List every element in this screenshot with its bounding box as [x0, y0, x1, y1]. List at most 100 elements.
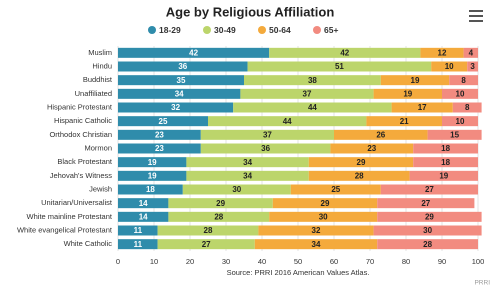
legend-swatch	[313, 26, 321, 34]
bar-segment	[118, 239, 158, 250]
data-label: 26	[376, 130, 385, 139]
x-tick-label: 10	[150, 257, 158, 266]
x-tick-label: 50	[294, 257, 302, 266]
data-label: 3	[470, 62, 475, 71]
bar-segment	[334, 129, 428, 140]
data-label: 19	[148, 171, 157, 180]
y-tick-label: Unaffiliated	[75, 89, 112, 98]
data-label: 23	[367, 144, 376, 153]
bar-segment	[168, 211, 270, 222]
bar-segment	[258, 225, 374, 236]
data-label: 28	[214, 212, 223, 221]
data-label: 14	[139, 212, 148, 221]
data-label: 18	[441, 158, 450, 167]
bar-segment	[186, 170, 309, 181]
data-label: 28	[423, 240, 432, 249]
bar-segment	[118, 47, 270, 58]
bar-segment	[118, 157, 187, 168]
data-label: 37	[303, 89, 312, 98]
x-tick-label: 70	[366, 257, 374, 266]
data-label: 14	[139, 199, 148, 208]
data-label: 29	[321, 199, 330, 208]
bar-segment	[118, 170, 187, 181]
bar-segment	[157, 225, 259, 236]
credit: PRRI	[474, 280, 490, 287]
data-label: 35	[177, 76, 186, 85]
data-label: 38	[308, 76, 317, 85]
data-label: 27	[425, 185, 434, 194]
bar-segment	[413, 143, 478, 154]
y-tick-label: Orthodox Christian	[49, 130, 112, 139]
bar-segment	[269, 47, 421, 58]
data-label: 30	[319, 212, 328, 221]
legend-label: 18-29	[159, 25, 181, 35]
bar-segment	[118, 184, 183, 195]
bar-segment	[244, 75, 381, 86]
menu-button[interactable]	[469, 10, 483, 22]
bar-segment	[118, 225, 158, 236]
data-label: 42	[340, 48, 349, 57]
data-label: 12	[438, 48, 447, 57]
y-tick-label: Unitarian/Universalist	[41, 198, 113, 207]
data-label: 34	[243, 171, 252, 180]
data-label: 18	[146, 185, 155, 194]
bar-segment	[290, 184, 381, 195]
bar-segment	[118, 75, 244, 86]
legend-swatch	[258, 26, 266, 34]
x-tick-label: 80	[402, 257, 410, 266]
data-label: 44	[283, 117, 292, 126]
y-tick-label: Black Protestant	[57, 157, 113, 166]
bar-segment	[118, 102, 234, 113]
bar-segment	[118, 88, 241, 99]
bar-segment	[377, 211, 482, 222]
y-tick-label: Jewish	[89, 184, 112, 193]
bar-segment	[208, 116, 367, 127]
data-label: 23	[155, 130, 164, 139]
data-label: 29	[425, 212, 434, 221]
bar-segment	[330, 143, 414, 154]
data-label: 51	[335, 62, 344, 71]
bar-segment	[380, 184, 478, 195]
y-tick-label: Hindu	[92, 61, 112, 70]
data-label: 32	[312, 226, 321, 235]
bar-segment	[118, 129, 201, 140]
x-tick-label: 60	[330, 257, 338, 266]
bar-segment	[118, 116, 208, 127]
data-label: 34	[175, 89, 184, 98]
data-label: 27	[202, 240, 211, 249]
legend-label: 65+	[324, 25, 338, 35]
data-label: 10	[445, 62, 454, 71]
bar-segment	[157, 239, 255, 250]
bar-segment	[247, 61, 432, 72]
data-label: 10	[456, 117, 465, 126]
y-tick-label: Jehovah's Witness	[50, 171, 113, 180]
bar-segment	[373, 88, 442, 99]
data-label: 21	[400, 117, 409, 126]
bar-segment	[409, 170, 478, 181]
data-label: 19	[439, 171, 448, 180]
bar-segment	[442, 88, 478, 99]
source-note: Source: PRRI 2016 American Values Atlas.	[227, 268, 370, 277]
legend-label: 50-64	[269, 25, 291, 35]
bar-segment	[427, 129, 482, 140]
data-label: 25	[159, 117, 168, 126]
y-tick-label: White evangelical Protestant	[17, 225, 113, 234]
y-tick-label: Buddhist	[83, 75, 113, 84]
legend-swatch	[203, 26, 211, 34]
data-label: 36	[178, 62, 187, 71]
data-label: 19	[411, 76, 420, 85]
x-tick-label: 90	[438, 257, 446, 266]
bar-segment	[463, 47, 478, 58]
bar-segment	[452, 102, 482, 113]
bar-segment	[377, 198, 475, 209]
data-label: 37	[263, 130, 272, 139]
data-label: 25	[331, 185, 340, 194]
data-label: 10	[456, 89, 465, 98]
bar-segment	[269, 211, 378, 222]
data-label: 34	[243, 158, 252, 167]
data-label: 32	[171, 103, 180, 112]
legend-label: 30-49	[214, 25, 236, 35]
x-tick-label: 20	[186, 257, 194, 266]
x-tick-label: 40	[258, 257, 266, 266]
